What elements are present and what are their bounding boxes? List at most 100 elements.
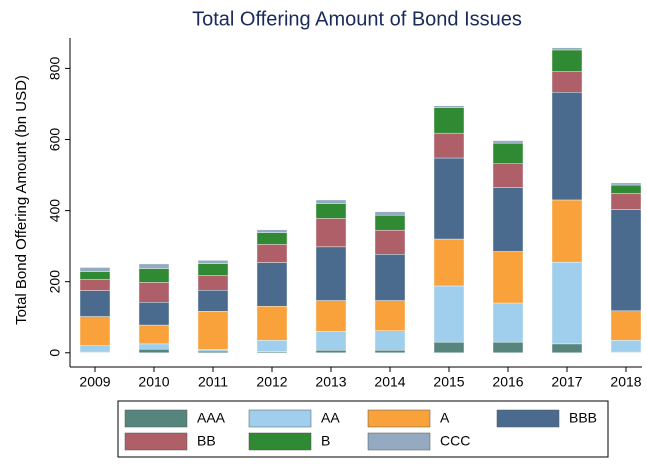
x-tick-label: 2017 xyxy=(551,374,582,390)
bar-segment xyxy=(315,203,347,219)
bar-segment xyxy=(138,268,170,283)
x-tick-label: 2011 xyxy=(198,374,228,390)
bar-segment xyxy=(492,142,524,164)
bar-segment xyxy=(433,107,465,134)
bar-segment xyxy=(197,263,229,276)
bar-segment xyxy=(197,290,229,312)
bar-segment xyxy=(433,238,465,287)
bar-segment xyxy=(79,316,111,346)
bar-segment xyxy=(256,232,288,245)
bar-segment xyxy=(492,140,524,144)
bar-segment xyxy=(551,47,583,51)
legend-swatch xyxy=(496,409,560,428)
bar-segment xyxy=(551,261,583,345)
bar-segment xyxy=(79,267,111,272)
legend xyxy=(117,400,609,458)
bar-segment xyxy=(315,300,347,332)
bar-segment xyxy=(256,244,288,263)
bar-segment xyxy=(197,310,229,350)
legend-swatch xyxy=(248,432,312,451)
bar-segment xyxy=(492,251,524,304)
bar-segment xyxy=(610,209,642,312)
bar-segment xyxy=(315,350,347,353)
bar-segment xyxy=(256,262,288,307)
bar-segment xyxy=(197,260,229,264)
legend-label: AA xyxy=(321,410,340,426)
bar-segment xyxy=(492,163,524,188)
bar-segment xyxy=(492,187,524,252)
legend-label: B xyxy=(321,433,330,449)
chart-title: Total Offering Amount of Bond Issues xyxy=(192,8,522,30)
bar-segment xyxy=(551,92,583,201)
bar-segment xyxy=(138,263,170,269)
bar-segment xyxy=(79,345,111,353)
x-tick-label: 2018 xyxy=(610,374,641,390)
bar-segment xyxy=(433,105,465,108)
bar-segment xyxy=(374,254,406,301)
legend-swatch xyxy=(367,409,431,428)
legend-swatch xyxy=(248,409,312,428)
x-tick-label: 2012 xyxy=(256,374,287,390)
bar-segment xyxy=(138,349,170,353)
bar-segment xyxy=(433,132,465,159)
bar-segment xyxy=(610,340,642,353)
bar-segment xyxy=(79,290,111,317)
bar-segment xyxy=(197,349,229,352)
legend-label: BBB xyxy=(569,410,597,426)
y-tick-label: 0 xyxy=(47,349,63,357)
bar-segment xyxy=(610,310,642,341)
bar-segment xyxy=(492,341,524,353)
bar-segment xyxy=(374,215,406,231)
bar-segment xyxy=(433,285,465,343)
bar-segment xyxy=(492,302,524,343)
x-tick-label: 2009 xyxy=(79,374,110,390)
bar-segment xyxy=(315,218,347,248)
y-tick-label: 800 xyxy=(47,57,63,81)
bar-segment xyxy=(256,229,288,233)
legend-label: CCC xyxy=(440,433,470,449)
legend-swatch xyxy=(124,409,188,428)
bar-segment xyxy=(551,71,583,93)
x-tick-label: 2010 xyxy=(138,374,169,390)
legend-swatch xyxy=(124,432,188,451)
bar-segment xyxy=(551,343,583,353)
x-tick-label: 2015 xyxy=(433,374,464,390)
x-tick-label: 2014 xyxy=(374,374,405,390)
bar-segment xyxy=(610,193,642,210)
bar-segment xyxy=(197,275,229,291)
y-tick-label: 600 xyxy=(47,128,63,152)
bar-segment xyxy=(374,330,406,351)
bar-segment xyxy=(551,49,583,72)
y-axis-label: Total Bond Offering Amount (bn USD) xyxy=(13,75,30,325)
bar-segment xyxy=(374,350,406,353)
bar-segment xyxy=(197,350,229,353)
x-tick-label: 2016 xyxy=(492,374,523,390)
legend-label: A xyxy=(440,410,450,426)
bar-segment xyxy=(138,302,170,326)
bar-segment xyxy=(79,279,111,291)
y-tick-label: 200 xyxy=(47,270,63,294)
bar-segment xyxy=(138,343,170,350)
bar-segment xyxy=(433,157,465,240)
x-tick-label: 2013 xyxy=(315,374,346,390)
legend-label: AAA xyxy=(197,410,226,426)
bar-segment xyxy=(138,324,170,345)
bar-segment xyxy=(551,199,583,263)
y-tick-label: 400 xyxy=(47,199,63,223)
bar-segment xyxy=(138,282,170,303)
legend-swatch xyxy=(367,432,431,451)
bar-segment xyxy=(610,184,642,194)
bar-segment xyxy=(315,246,347,301)
bar-segment xyxy=(374,229,406,255)
bar-segment xyxy=(256,306,288,341)
bar-segment xyxy=(374,211,406,216)
bar-segment xyxy=(315,331,347,351)
bar-segment xyxy=(610,182,642,186)
legend-label: BB xyxy=(197,433,216,449)
bar-segment xyxy=(256,340,288,352)
bar-segment xyxy=(79,271,111,280)
bar-segment xyxy=(315,199,347,204)
bar-segment xyxy=(374,300,406,331)
bar-segment xyxy=(433,341,465,353)
